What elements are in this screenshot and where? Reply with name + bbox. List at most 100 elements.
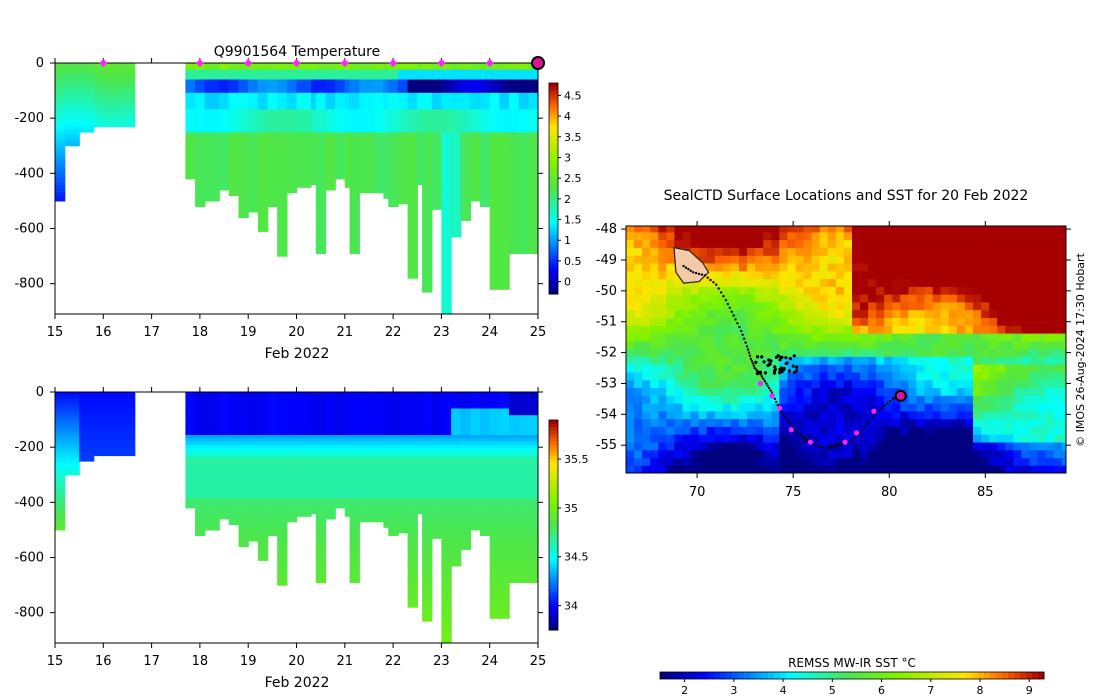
section-cell (204, 471, 220, 476)
section-cell (359, 72, 375, 77)
section-cell (441, 119, 452, 124)
section-cell (64, 92, 80, 97)
section-cell (185, 471, 196, 476)
section-cell (64, 122, 80, 127)
sst-cell (658, 262, 667, 272)
section-cell (441, 560, 452, 565)
sst-cell (650, 449, 659, 459)
section-cell (257, 168, 269, 173)
section-cell (528, 488, 538, 492)
section-cell (518, 155, 529, 160)
section-cell (117, 395, 136, 400)
section-cell (499, 109, 510, 114)
sst-cell (795, 226, 805, 233)
section-cell (204, 488, 220, 492)
sst-cell (674, 395, 684, 404)
section-cell (228, 155, 240, 160)
section-cell (55, 132, 66, 137)
section-cell (397, 458, 409, 463)
section-cell (359, 182, 375, 187)
sst-cell (722, 441, 732, 451)
section-cell (509, 116, 520, 120)
section-cell (335, 112, 346, 117)
section-cell (238, 415, 249, 420)
section-cell (431, 405, 442, 410)
section-cell (359, 192, 375, 194)
sst-cell (763, 231, 772, 241)
section-cell (480, 527, 491, 532)
section-cell (64, 408, 80, 413)
section-cell (335, 165, 346, 170)
colorbar-cell (549, 216, 558, 221)
section-cell (315, 182, 327, 187)
section-cell (417, 125, 423, 130)
sst-cell (747, 340, 756, 350)
section-cell (248, 172, 259, 177)
section-cell (277, 89, 288, 94)
section-cell (195, 392, 206, 396)
section-cell (397, 408, 409, 413)
section-cell (344, 149, 351, 153)
section-cell (441, 125, 452, 130)
section-cell (79, 129, 95, 133)
section-cell (518, 392, 529, 396)
sst-cell (666, 449, 675, 459)
sst-cell (626, 418, 635, 427)
section-cell (480, 531, 491, 535)
section-cell (451, 195, 462, 200)
section-cell (315, 168, 327, 173)
colorbar-cell (549, 195, 558, 200)
section-cell (277, 478, 288, 482)
section-cell (470, 192, 481, 196)
section-cell (388, 149, 399, 153)
section-cell (325, 471, 336, 476)
section-cell (315, 205, 327, 210)
section-cell (407, 261, 418, 266)
section-cell (311, 116, 317, 120)
section-cell (277, 215, 288, 220)
section-cell (257, 149, 269, 153)
section-cell (441, 627, 452, 631)
section-cell (204, 425, 220, 429)
section-cell (315, 175, 327, 180)
section-cell (518, 231, 529, 236)
sst-cell (787, 309, 797, 318)
section-cell (499, 574, 510, 578)
section-cell (296, 392, 312, 396)
section-cell (470, 112, 481, 117)
section-cell (489, 491, 500, 496)
section-cell (277, 584, 288, 586)
section-cell (185, 392, 196, 396)
section-cell (228, 521, 240, 525)
section-cell (460, 464, 471, 469)
section-cell (489, 215, 500, 220)
section-cell (451, 431, 462, 436)
sst-cell (682, 441, 692, 451)
section-cell (499, 438, 510, 443)
section-cell (441, 610, 452, 615)
section-cell (335, 458, 346, 463)
section-cell (397, 521, 409, 525)
sst-cell (674, 418, 684, 427)
colorbar-cell (549, 188, 558, 193)
section-cell (296, 86, 312, 91)
section-cell (417, 504, 423, 509)
section-cell (286, 395, 298, 400)
section-cell (93, 418, 104, 423)
section-cell (441, 501, 452, 506)
sst-cell (650, 278, 659, 287)
section-cell (518, 401, 529, 406)
section-cell (373, 428, 385, 433)
sst-cell (642, 356, 651, 365)
section-cell (489, 421, 500, 426)
section-cell (422, 431, 433, 436)
section-cell (55, 142, 66, 147)
section-cell (422, 507, 433, 512)
colorbar-cell (549, 244, 558, 249)
section-cell (460, 211, 471, 216)
section-cell (267, 534, 278, 536)
section-cell (397, 96, 409, 100)
section-cell (117, 82, 136, 87)
section-cell (388, 119, 399, 124)
section-cell (451, 401, 462, 406)
